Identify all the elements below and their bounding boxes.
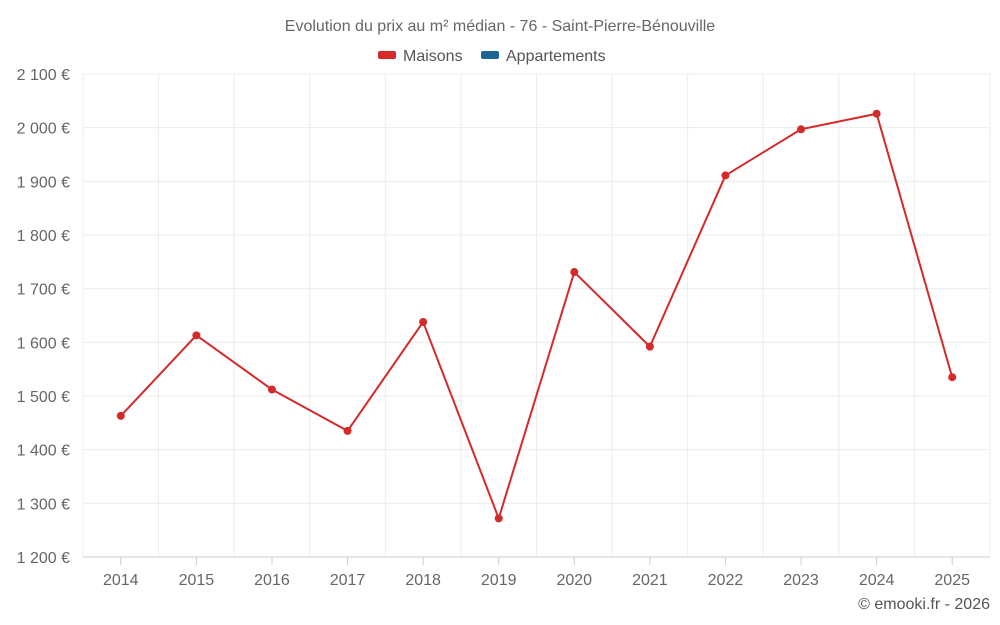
x-tick-label: 2023 [783, 572, 819, 589]
data-point-maisons-2017[interactable] [343, 426, 352, 435]
x-tick-label: 2021 [632, 572, 668, 589]
series-line-maisons [120, 112, 954, 520]
y-tick-label: 2 000 € [17, 121, 70, 138]
x-gridlines [82, 74, 991, 557]
legend-item-appartements[interactable]: Appartements [481, 48, 606, 65]
y-tick-label: 1 600 € [17, 335, 70, 352]
legend: Maisons Appartements [378, 48, 606, 65]
data-point-maisons-2019[interactable] [494, 514, 503, 523]
data-point-maisons-2025[interactable] [948, 373, 957, 382]
chart-title: Evolution du prix au m² médian - 76 - Sa… [285, 18, 716, 35]
series-maisons [116, 109, 957, 523]
x-tick-label: 2014 [103, 572, 139, 589]
y-tick-label: 1 500 € [17, 389, 70, 406]
x-tick-label: 2025 [934, 572, 970, 589]
y-axis-ticks: 1 200 € 1 300 € 1 400 € 1 500 € 1 600 € 1 700… [17, 67, 70, 567]
x-tick-label: 2018 [405, 572, 441, 589]
data-point-maisons-2016[interactable] [267, 385, 276, 394]
y-tick-label: 1 400 € [17, 443, 70, 460]
y-tick-label: 1 300 € [17, 496, 70, 513]
data-point-maisons-2023[interactable] [797, 125, 806, 134]
x-tick-label: 2022 [708, 572, 744, 589]
data-point-maisons-2024[interactable] [872, 109, 881, 118]
y-tick-label: 1 700 € [17, 282, 70, 299]
data-point-maisons-2015[interactable] [192, 331, 201, 340]
x-tick-label: 2019 [481, 572, 517, 589]
x-tick-label: 2015 [179, 572, 215, 589]
data-point-maisons-2022[interactable] [721, 171, 730, 180]
y-tick-label: 1 800 € [17, 228, 70, 245]
x-tick-label: 2016 [254, 572, 290, 589]
data-point-maisons-2014[interactable] [116, 411, 125, 420]
data-point-maisons-2021[interactable] [645, 342, 654, 351]
legend-swatch-maisons [378, 51, 396, 59]
legend-swatch-appartements [481, 51, 499, 59]
legend-label-maisons: Maisons [403, 48, 463, 65]
data-point-maisons-2020[interactable] [570, 268, 579, 277]
legend-label-appartements: Appartements [506, 48, 606, 65]
x-axis-ticks: 2014 2015 2016 2017 2018 2019 2020 2021 2022 2023… [103, 557, 970, 589]
x-tick-label: 2024 [859, 572, 895, 589]
y-tick-label: 1 200 € [17, 550, 70, 567]
legend-item-maisons[interactable]: Maisons [378, 48, 463, 65]
y-tick-label: 2 100 € [17, 67, 70, 84]
x-tick-label: 2017 [330, 572, 366, 589]
credit-text[interactable]: © emooki.fr - 2026 [858, 596, 990, 613]
y-tick-label: 1 900 € [17, 174, 70, 191]
x-tick-label: 2020 [556, 572, 592, 589]
data-point-maisons-2018[interactable] [419, 317, 428, 326]
